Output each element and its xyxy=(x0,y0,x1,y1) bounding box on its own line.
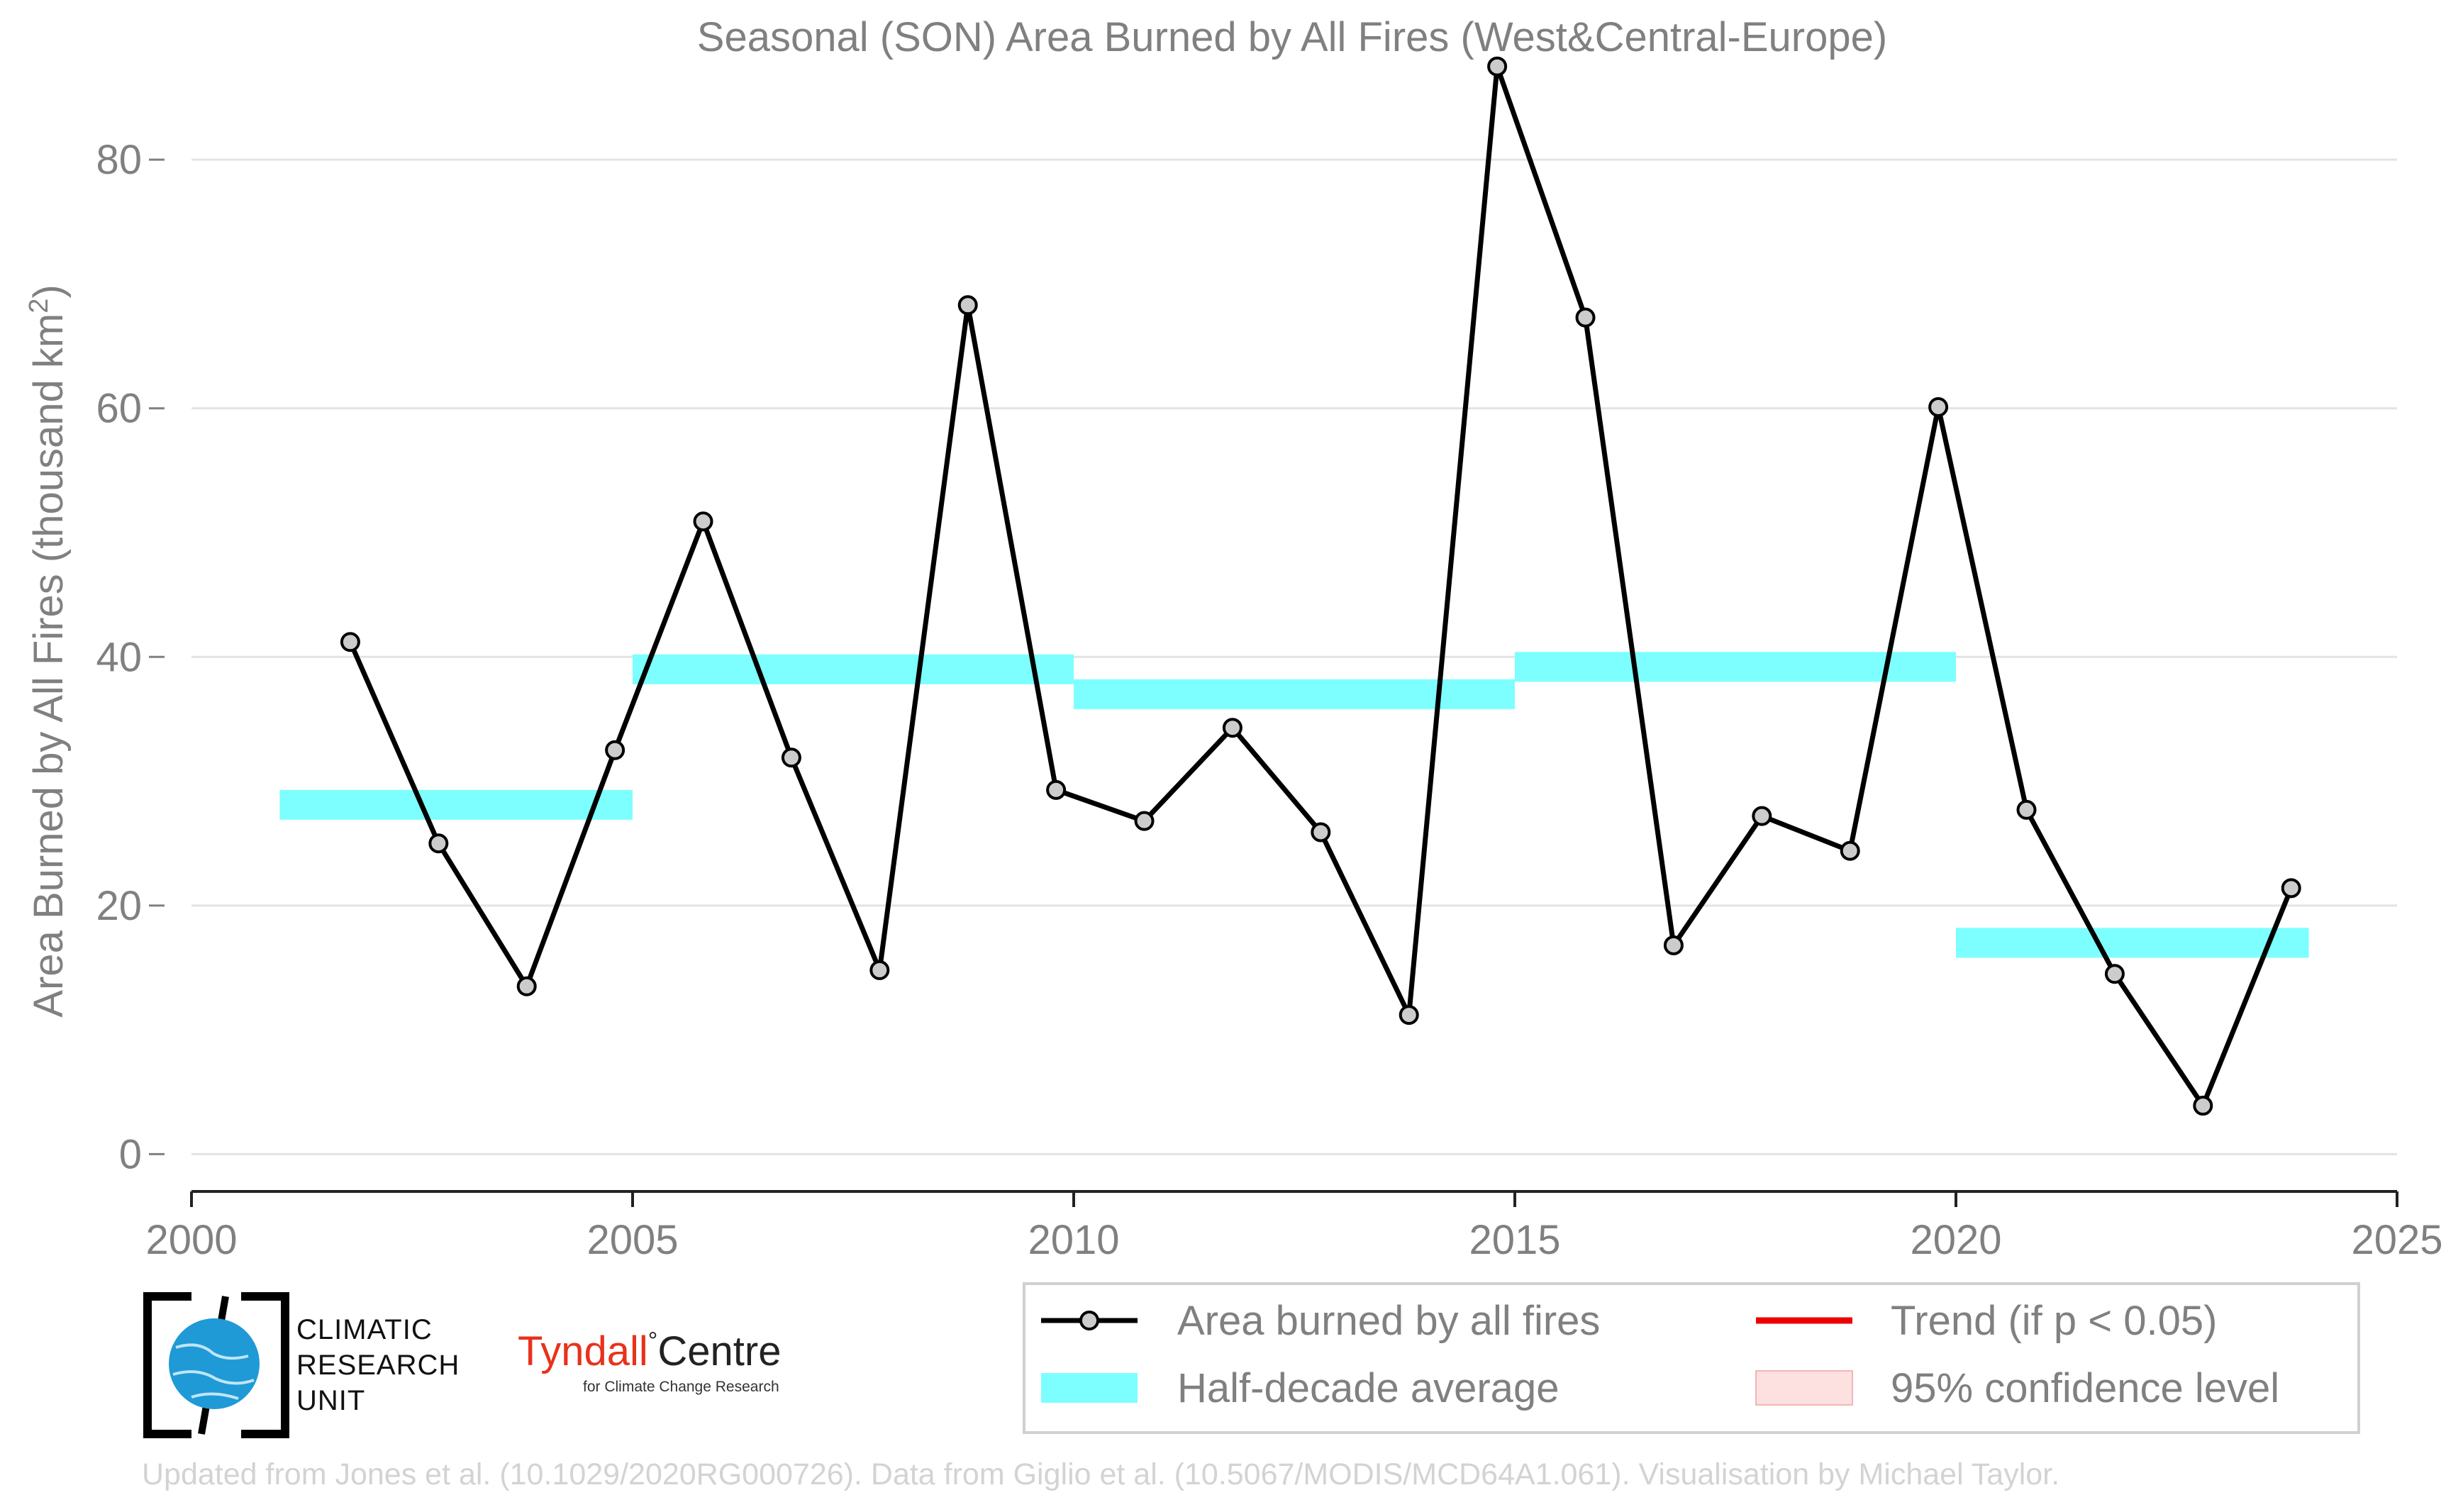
half-decade-band xyxy=(633,654,1074,684)
legend-label-confidence: 95% confidence level xyxy=(1891,1365,2279,1411)
cru-line-2: RESEARCH xyxy=(296,1350,460,1381)
y-tick-label: 40 xyxy=(96,634,142,680)
half-decade-band xyxy=(1074,679,1515,709)
data-point xyxy=(1399,1005,1419,1025)
legend-label-trend: Trend (if p < 0.05) xyxy=(1891,1298,2217,1344)
half-decade-band xyxy=(279,789,633,820)
tyndall-logo: Tyndall°Centre xyxy=(518,1328,781,1375)
legend-frame xyxy=(1023,1282,2360,1434)
data-point xyxy=(1487,56,1508,77)
x-tick-label: 2005 xyxy=(586,1217,678,1263)
y-tick-label: 0 xyxy=(119,1131,142,1177)
cru-name: CLIMATIC RESEARCH UNIT xyxy=(296,1312,460,1418)
tyndall-degree: ° xyxy=(647,1328,658,1355)
legend: Area burned by all fires Trend (if p < 0… xyxy=(1023,1282,2360,1434)
data-point xyxy=(1752,806,1772,826)
x-tick-label: 2020 xyxy=(1910,1217,2001,1263)
y-tick-label: 80 xyxy=(96,137,142,183)
data-point xyxy=(340,632,360,652)
data-point xyxy=(516,976,537,996)
legend-label-half-decade: Half-decade average xyxy=(1177,1365,1559,1411)
half-decade-band xyxy=(1956,928,2309,958)
legend-swatch-half-decade xyxy=(1041,1373,1138,1403)
legend-marker-area-burned xyxy=(1079,1311,1099,1330)
y-tick-label: 60 xyxy=(96,386,142,432)
x-tick-label: 2000 xyxy=(145,1217,237,1263)
data-point xyxy=(1046,779,1067,800)
chart-title: Seasonal (SON) Area Burned by All Fires … xyxy=(697,14,1887,60)
data-point xyxy=(781,747,801,768)
data-point xyxy=(869,960,890,980)
data-point xyxy=(1222,718,1242,738)
cru-globe-logo xyxy=(143,1292,289,1438)
data-point xyxy=(2281,878,2301,899)
cru-line-1: CLIMATIC xyxy=(296,1314,433,1345)
data-point xyxy=(1311,822,1331,843)
data-point xyxy=(605,740,626,760)
data-point xyxy=(957,295,978,316)
data-point xyxy=(693,511,713,532)
data-point xyxy=(2193,1096,2213,1116)
tyndall-subtitle: for Climate Change Research xyxy=(583,1379,779,1395)
data-point xyxy=(2104,964,2125,984)
legend-label-area-burned: Area burned by all fires xyxy=(1177,1298,1600,1344)
y-axis-label: Area Burned by All Fires (thousand km2) xyxy=(24,284,72,1017)
data-point xyxy=(1134,811,1155,831)
data-point xyxy=(1840,840,1860,861)
data-point xyxy=(1575,307,1596,328)
credits-line: Updated from Jones et al. (10.1029/2020R… xyxy=(142,1457,2060,1491)
axes: 0 20 40 60 80 2000 2005 2010 2015 2020 2025 xyxy=(96,137,2442,1263)
data-point xyxy=(1928,396,1949,417)
y-tick-label: 20 xyxy=(96,883,142,929)
logos: CLIMATIC RESEARCH UNIT Tyndall°Centre fo… xyxy=(142,1291,823,1440)
cru-line-3: UNIT xyxy=(296,1385,366,1416)
x-tick-label: 2010 xyxy=(1028,1217,1119,1263)
legend-swatch-confidence xyxy=(1755,1370,1853,1406)
series-area-burned xyxy=(340,56,2301,1116)
x-tick-label: 2025 xyxy=(2351,1217,2442,1263)
gridlines xyxy=(191,158,2397,1155)
tyndall-main: Tyndall xyxy=(518,1328,648,1374)
data-point xyxy=(2016,799,2037,820)
tyndall-centre: Centre xyxy=(657,1328,782,1374)
half-decade-bands xyxy=(279,652,2309,958)
data-point xyxy=(428,833,449,854)
x-tick-label: 2015 xyxy=(1469,1217,1560,1263)
data-point xyxy=(1663,935,1684,955)
